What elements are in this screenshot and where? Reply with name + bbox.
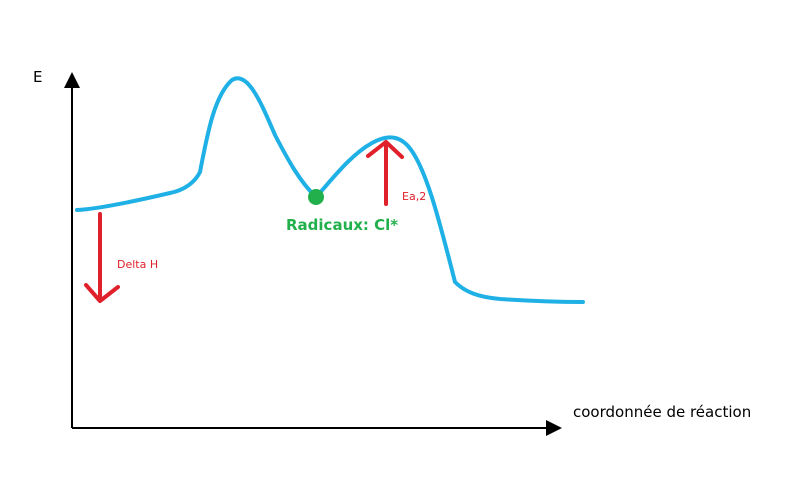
ea2-label: Ea,2 [402, 190, 427, 203]
y-axis-arrowhead [64, 72, 80, 88]
intermediate-dot [308, 189, 324, 205]
x-axis-arrowhead [546, 420, 562, 436]
delta-h-label: Delta H [117, 258, 159, 271]
ea2-arrowhead [366, 140, 404, 159]
delta-h-arrowhead [84, 283, 120, 303]
x-axis-label: coordonnée de réaction [573, 403, 752, 421]
y-axis-label: E [33, 68, 43, 86]
intermediate-label: Radicaux: Cl* [286, 216, 399, 234]
